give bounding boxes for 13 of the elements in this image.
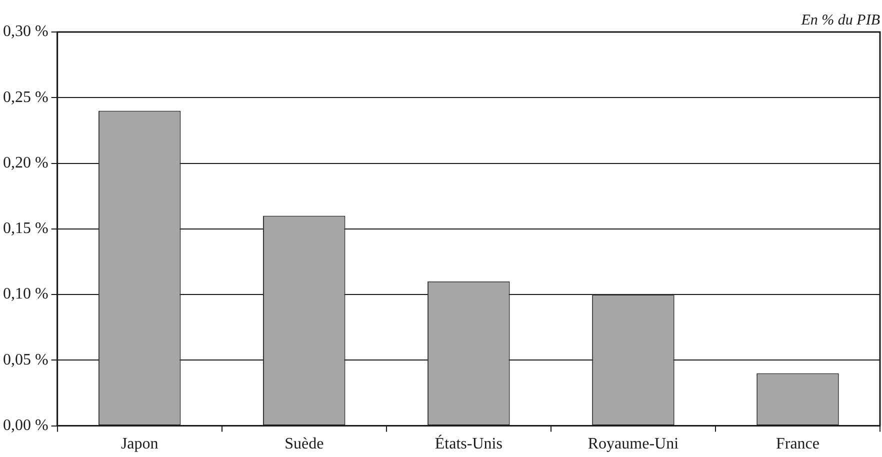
y-tick-label: 0,25 % [3, 88, 48, 106]
y-tick-label: 0,10 % [3, 286, 48, 303]
y-tick-label: 0,20 % [3, 154, 48, 172]
y-tick-label: 0,15 % [3, 220, 48, 238]
x-tick-label: Royaume-Uni [588, 436, 680, 453]
y-tick-label: 0,05 % [3, 351, 48, 368]
x-tick-label: France [776, 436, 820, 453]
x-tick-label: Suède [284, 436, 324, 453]
x-tick-label: Japon [120, 436, 158, 453]
x-tick-label: États-Unis [434, 434, 502, 453]
y-tick-label: 0,00 % [3, 417, 48, 434]
text: En % du PIB [800, 12, 880, 28]
y-tick-label: 0,30 % [3, 23, 48, 40]
